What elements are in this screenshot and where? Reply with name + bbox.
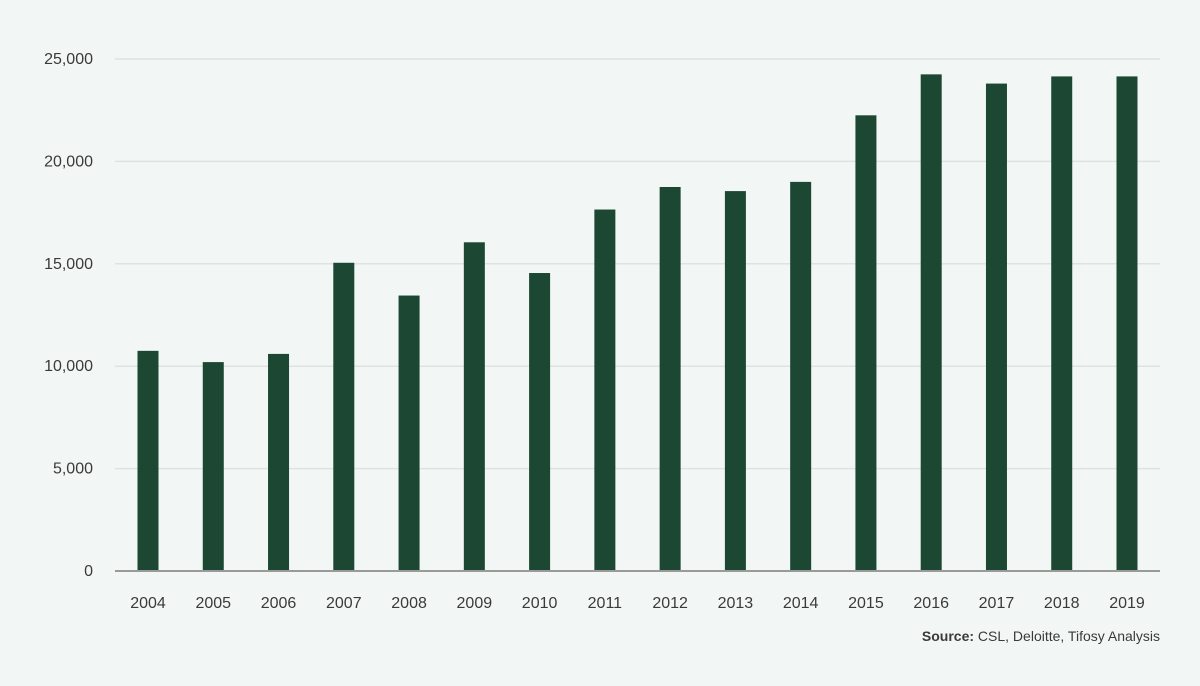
bar: [268, 353, 290, 571]
y-tick-label: 0: [84, 563, 93, 580]
x-tick-label: 2004: [130, 595, 166, 612]
bar: [594, 209, 616, 571]
source-note: Source: CSL, Deloitte, Tifosy Analysis: [922, 628, 1160, 644]
bar: [985, 83, 1007, 572]
x-tick-label: 2012: [652, 595, 688, 612]
y-tick-label: 15,000: [44, 256, 93, 273]
source-text: CSL, Deloitte, Tifosy Analysis: [974, 628, 1160, 644]
bar: [724, 191, 746, 571]
x-tick-label: 2007: [326, 595, 362, 612]
x-tick-label: 2006: [261, 595, 297, 612]
x-tick-label: 2018: [1044, 595, 1080, 612]
bar: [855, 115, 877, 571]
x-tick-label: 2019: [1109, 595, 1145, 612]
x-tick-label: 2010: [522, 595, 558, 612]
y-tick-label: 25,000: [44, 51, 93, 68]
bar: [920, 74, 942, 572]
x-tick-label: 2016: [913, 595, 949, 612]
x-tick-label: 2005: [195, 595, 231, 612]
y-tick-label: 10,000: [44, 358, 93, 375]
x-tick-label: 2013: [718, 595, 754, 612]
bar: [1116, 76, 1138, 572]
bar: [1051, 76, 1073, 572]
x-tick-label: 2008: [391, 595, 427, 612]
y-tick-label: 20,000: [44, 153, 93, 170]
x-tick-label: 2011: [588, 595, 623, 612]
x-tick-label: 2014: [783, 595, 819, 612]
bar: [137, 350, 159, 571]
bar: [398, 295, 420, 571]
bar: [790, 181, 812, 571]
x-tick-label: 2009: [457, 595, 493, 612]
y-tick-label: 5,000: [53, 461, 93, 478]
x-tick-label: 2015: [848, 595, 884, 612]
bar: [202, 362, 224, 571]
bar: [333, 262, 355, 571]
bar: [529, 273, 551, 571]
x-tick-label: 2017: [979, 595, 1015, 612]
source-label: Source:: [921, 628, 975, 644]
bar: [463, 242, 485, 571]
bar: [659, 187, 681, 571]
